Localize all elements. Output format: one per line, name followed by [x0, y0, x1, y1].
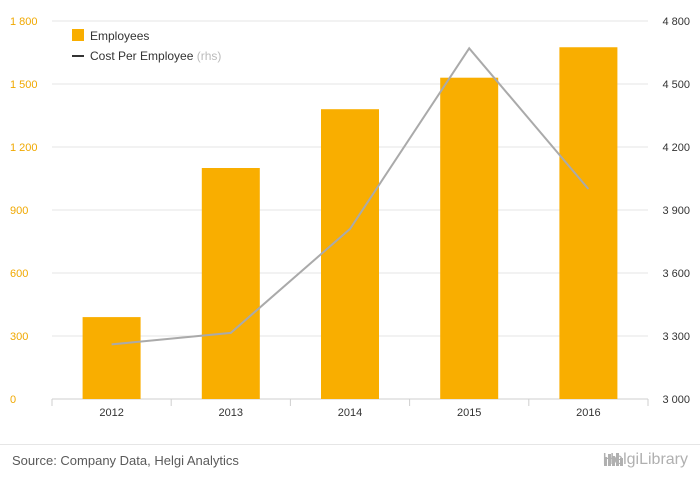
- y-left-tick-label: 1 500: [10, 79, 38, 91]
- y-left-tick-label: 900: [10, 205, 28, 217]
- y-left-tick-label: 300: [10, 331, 28, 343]
- y-right-tick-label: 4 200: [662, 142, 690, 154]
- legend-label-cost: Cost Per Employee (rhs): [90, 49, 221, 63]
- legend-label-employees: Employees: [90, 29, 149, 43]
- x-tick-label: 2014: [338, 407, 362, 419]
- bar-employees: [321, 109, 379, 399]
- y-right-tick-label: 3 900: [662, 205, 690, 217]
- bar-employees: [82, 317, 141, 399]
- x-tick-label: 2012: [99, 407, 123, 419]
- chart-footer: Source: Company Data, Helgi Analytics He…: [0, 444, 700, 483]
- brand-name: HelgiLibrary: [602, 451, 688, 468]
- x-tick-label: 2016: [576, 407, 600, 419]
- chart-svg: 0 300 600 900 1 200 1 500 1 800 3 000 3 300 3 600…: [10, 16, 690, 419]
- brand-logo[interactable]: HelgiLibrary: [603, 451, 688, 469]
- y-right-tick-label: 3 300: [662, 331, 690, 343]
- bar-employees: [440, 77, 499, 399]
- legend-label-rhs: (rhs): [197, 49, 222, 63]
- legend-swatch-employees: [72, 29, 84, 41]
- line-cost-per-employee: [111, 46, 590, 346]
- y-left-tick-label: 600: [10, 268, 28, 280]
- bar-employees: [201, 168, 260, 399]
- source-note: Source: Company Data, Helgi Analytics: [12, 453, 239, 468]
- y-right-tick-label: 3 600: [662, 268, 690, 280]
- y-left-tick-label: 1 800: [10, 16, 38, 28]
- x-tick-label: 2013: [219, 407, 243, 419]
- x-tick-label: 2015: [457, 407, 481, 419]
- y-right-tick-label: 4 500: [662, 79, 690, 91]
- bar-employees: [559, 47, 618, 399]
- library-icon: [603, 453, 623, 466]
- y-right-tick-label: 4 800: [662, 16, 690, 28]
- y-left-tick-label: 0: [10, 394, 16, 406]
- y-right-tick-label: 3 000: [662, 394, 690, 406]
- y-left-tick-label: 1 200: [10, 142, 38, 154]
